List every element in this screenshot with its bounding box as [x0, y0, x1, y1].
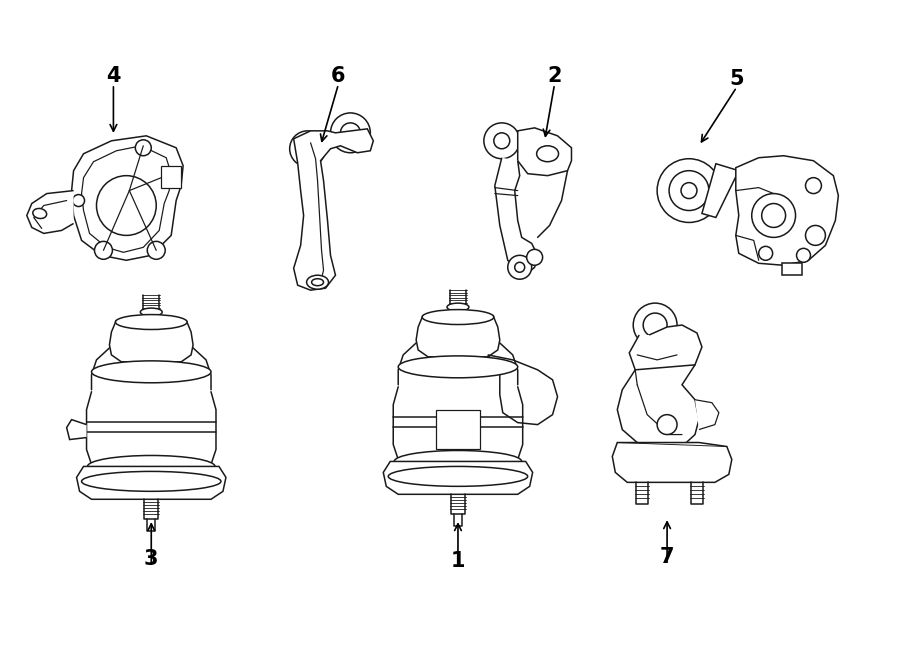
Circle shape	[166, 171, 180, 184]
Text: 2: 2	[547, 66, 562, 86]
Ellipse shape	[140, 308, 162, 316]
Polygon shape	[617, 365, 699, 449]
Ellipse shape	[87, 455, 215, 477]
Circle shape	[515, 262, 525, 272]
Circle shape	[681, 182, 697, 198]
Polygon shape	[27, 190, 74, 233]
Circle shape	[806, 178, 822, 194]
Circle shape	[759, 247, 772, 260]
Circle shape	[484, 123, 519, 159]
Ellipse shape	[82, 471, 221, 491]
Circle shape	[669, 171, 709, 210]
Text: 7: 7	[660, 547, 674, 567]
Polygon shape	[110, 320, 194, 362]
Polygon shape	[736, 156, 839, 265]
Circle shape	[330, 113, 370, 153]
Circle shape	[634, 303, 677, 347]
Ellipse shape	[32, 208, 47, 219]
Circle shape	[73, 194, 85, 206]
Circle shape	[644, 313, 667, 337]
Ellipse shape	[447, 303, 469, 311]
Text: 3: 3	[144, 549, 158, 569]
Text: 5: 5	[730, 69, 744, 89]
Polygon shape	[695, 400, 719, 430]
Polygon shape	[702, 164, 739, 217]
Ellipse shape	[311, 279, 323, 286]
Polygon shape	[383, 461, 533, 494]
Ellipse shape	[388, 467, 527, 486]
Text: 4: 4	[106, 66, 121, 86]
Circle shape	[290, 131, 326, 167]
Ellipse shape	[92, 361, 211, 383]
Polygon shape	[629, 325, 702, 380]
Circle shape	[340, 123, 360, 143]
Text: 1: 1	[451, 551, 465, 571]
Ellipse shape	[422, 309, 494, 325]
Polygon shape	[416, 315, 500, 357]
Text: 6: 6	[331, 66, 346, 86]
Circle shape	[148, 241, 166, 259]
Polygon shape	[436, 410, 480, 449]
Circle shape	[96, 176, 157, 235]
Circle shape	[752, 194, 796, 237]
Polygon shape	[72, 136, 183, 260]
Polygon shape	[161, 166, 181, 188]
Polygon shape	[488, 355, 557, 424]
Polygon shape	[293, 129, 374, 290]
Ellipse shape	[398, 356, 518, 378]
Ellipse shape	[394, 451, 522, 473]
Circle shape	[494, 133, 509, 149]
Circle shape	[508, 255, 532, 279]
Circle shape	[657, 414, 677, 434]
Polygon shape	[781, 263, 802, 275]
Circle shape	[806, 225, 825, 245]
Circle shape	[526, 249, 543, 265]
Circle shape	[94, 241, 112, 259]
Circle shape	[135, 140, 151, 156]
Circle shape	[796, 249, 811, 262]
Circle shape	[300, 141, 316, 157]
Ellipse shape	[536, 146, 559, 162]
Polygon shape	[67, 420, 86, 440]
Polygon shape	[518, 128, 572, 176]
Polygon shape	[495, 158, 537, 273]
Circle shape	[657, 159, 721, 223]
Polygon shape	[76, 467, 226, 499]
Ellipse shape	[115, 315, 187, 329]
Polygon shape	[612, 442, 732, 483]
Ellipse shape	[307, 275, 328, 289]
Circle shape	[761, 204, 786, 227]
